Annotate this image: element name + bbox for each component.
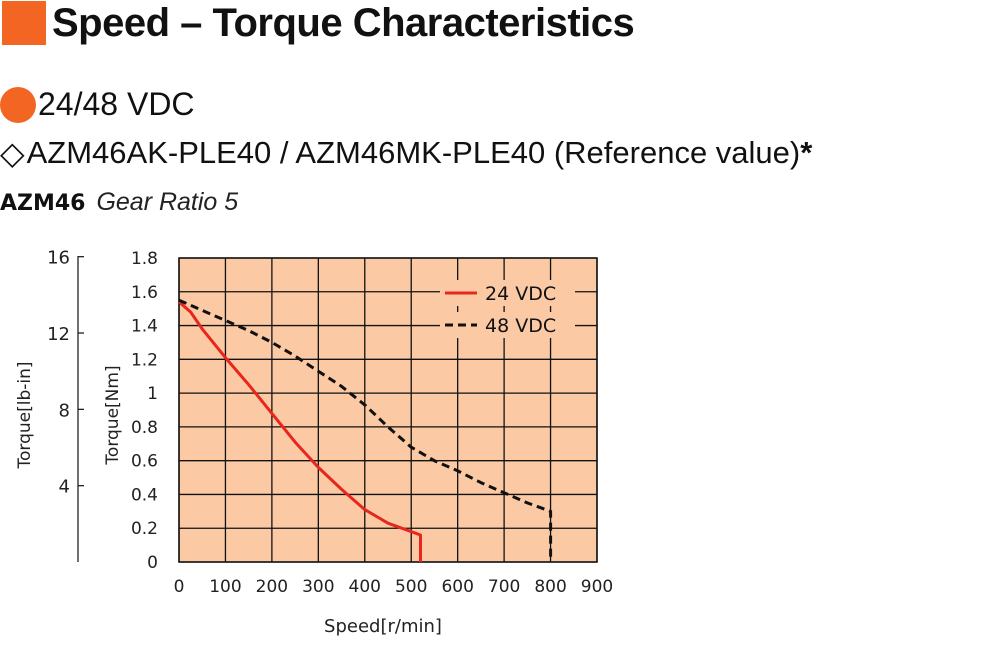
x-tick-label: 300	[302, 577, 334, 597]
legend-label: 24 VDC	[485, 283, 556, 305]
gear-ratio: Gear Ratio 5	[96, 188, 239, 216]
title-accent-square	[2, 1, 46, 45]
x-tick-label: 900	[581, 577, 613, 597]
y-tick-label: 1.4	[131, 317, 158, 337]
product-name: AZM46	[0, 191, 86, 216]
x-tick-label: 200	[256, 577, 288, 597]
speed-torque-chart: 0 100 200 300 400 500 600 700 800 900 0 0.2 0.4 0.6 0.…	[15, 248, 613, 637]
x-tick-label: 500	[395, 577, 427, 597]
grid-lines	[178, 257, 598, 563]
diamond-icon: ◇	[0, 135, 25, 171]
model-heading: ◇ AZM46AK-PLE40 / AZM46MK-PLE40 (Referen…	[0, 134, 812, 172]
page-title: Speed – Torque Characteristics	[2, 0, 635, 46]
series-lines	[178, 298, 553, 562]
y-tick-label: 0.8	[131, 418, 158, 438]
x-tick-label: 0	[174, 577, 185, 597]
voltage-heading: 24/48 VDC	[0, 86, 195, 123]
y2-tick-label: 12	[47, 324, 70, 345]
voltage-text: 24/48 VDC	[38, 86, 195, 122]
y-tick-label: 1.8	[131, 249, 158, 269]
x-tick-label: 400	[349, 577, 381, 597]
series-line-24vdc	[178, 300, 422, 562]
y-tick-label: 0.4	[131, 485, 158, 505]
plot-area	[178, 257, 598, 563]
y-tick-label: 1.2	[131, 350, 158, 370]
footnote-mark: *	[800, 135, 813, 170]
axes: 0 100 200 300 400 500 600 700 800 900 0 0.2 0.4 0.6 0.…	[47, 248, 613, 597]
y-tick-label: 0	[147, 553, 158, 573]
title-text: Speed – Torque Characteristics	[52, 0, 635, 45]
x-axis-label: Speed[r/min]	[324, 616, 442, 637]
y2-tick-label: 8	[59, 400, 70, 421]
y-tick-label: 1	[147, 384, 158, 404]
x-tick-label: 700	[488, 577, 520, 597]
y-axis-label: Torque[Nm]	[103, 365, 123, 465]
bullet-dot-icon	[0, 86, 36, 123]
legend: 24 VDC 48 VDC	[440, 280, 575, 338]
x-tick-label: 600	[441, 577, 473, 597]
series-line-48vdc	[178, 298, 553, 562]
y-tick-label: 0.2	[131, 519, 158, 539]
chart-subtitle: AZM46 Gear Ratio 5	[0, 188, 238, 217]
x-tick-label: 800	[534, 577, 566, 597]
y2-tick-label: 16	[47, 248, 70, 269]
y2-tick-label: 4	[59, 477, 70, 498]
y-tick-label: 0.6	[131, 452, 158, 472]
y2-axis-label: Torque[lb-in]	[15, 361, 35, 469]
model-text: AZM46AK-PLE40 / AZM46MK-PLE40 (Reference…	[26, 135, 801, 170]
x-tick-label: 100	[209, 577, 241, 597]
y-tick-label: 1.6	[131, 283, 158, 303]
legend-label: 48 VDC	[485, 315, 556, 337]
